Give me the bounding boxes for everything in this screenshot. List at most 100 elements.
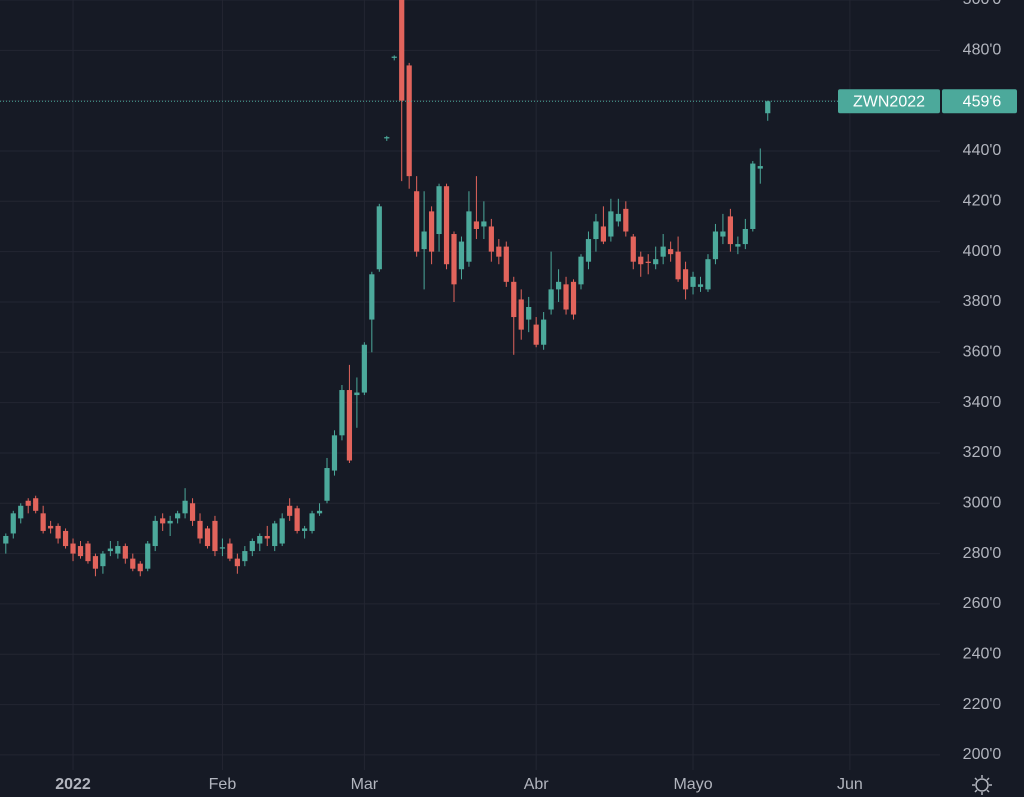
candle-body (145, 543, 151, 569)
y-tick-label: 200'0 (963, 746, 1002, 763)
y-tick-label: 400'0 (963, 243, 1002, 260)
candle-body (443, 186, 450, 265)
candle-body (234, 558, 240, 567)
candle-body (384, 137, 390, 139)
candle-body (361, 344, 367, 393)
symbol-label: ZWN2022 (853, 94, 925, 111)
candle-body (451, 234, 457, 285)
candle-body (720, 231, 726, 237)
candle-body (765, 101, 771, 114)
candle-body (287, 505, 293, 516)
candle-body (33, 498, 39, 511)
candle-body (488, 226, 494, 252)
candle-body (750, 163, 756, 229)
candle-body (458, 241, 465, 270)
candle-body (548, 289, 554, 310)
candle-body (212, 520, 218, 552)
candle-body (204, 528, 211, 547)
y-tick-label: 500'0 (963, 0, 1002, 8)
candle-body (414, 191, 420, 252)
settings-icon-rays (972, 775, 992, 795)
candle-body (690, 276, 696, 287)
candle-body (585, 239, 592, 262)
candle-body (115, 546, 121, 554)
candle-body (40, 513, 46, 531)
candle-body (473, 221, 480, 229)
y-tick-label: 340'0 (963, 394, 1002, 411)
settings-icon[interactable] (972, 775, 992, 795)
x-tick-label: Mayo (673, 776, 712, 793)
candle-body (623, 208, 629, 232)
candle-body (77, 546, 84, 557)
candle-body (436, 186, 442, 235)
candle-body (152, 520, 158, 547)
candle-body (712, 231, 719, 260)
y-tick-label: 300'0 (963, 494, 1002, 511)
overlay: ZWN2022 459'6 (0, 89, 1017, 114)
candle-body (735, 244, 741, 247)
candle-body (645, 261, 651, 263)
candle-body (578, 256, 584, 285)
candle-body (279, 518, 285, 544)
candle-body (369, 274, 375, 320)
candle-body (511, 281, 517, 318)
candle-body (137, 563, 143, 572)
candle-body (421, 231, 427, 250)
candle-body (555, 281, 562, 290)
candle-body (92, 556, 99, 569)
last-price-box (942, 89, 1017, 114)
y-tick-label: 240'0 (963, 645, 1002, 662)
y-tick-label: 380'0 (963, 293, 1002, 310)
candle-body (541, 319, 547, 345)
x-tick-label: Abr (524, 776, 550, 793)
candle-body (189, 503, 196, 521)
candle-body (316, 510, 323, 514)
candle-body (3, 535, 9, 544)
candle-body (219, 547, 226, 549)
candle-body (533, 324, 539, 345)
candle-body (757, 166, 763, 169)
candle-body (339, 390, 345, 436)
y-tick-label: 280'0 (963, 545, 1002, 562)
x-tick-label: Jun (837, 776, 863, 793)
candle-body (55, 525, 61, 539)
last-price-label: 459'6 (963, 94, 1002, 111)
candle-body (264, 535, 270, 539)
candle-body (518, 299, 524, 330)
candle-body (376, 206, 382, 270)
candle-body (608, 211, 614, 237)
candle-body (346, 390, 353, 461)
candle-body (197, 520, 203, 539)
candle-body (10, 513, 16, 534)
candle-body (18, 505, 24, 519)
candle-body (48, 525, 54, 529)
y-tick-label: 220'0 (963, 696, 1002, 713)
candle-body (354, 392, 360, 396)
candle-body (526, 306, 532, 320)
candle-body (600, 226, 606, 242)
grid: 200'0 220'0 240'0 260'0 280'0 300'0 320'0 340'0… (0, 0, 1001, 793)
y-tick-label: 360'0 (963, 344, 1002, 361)
candle-body (630, 236, 636, 262)
x-tick-label: Feb (209, 776, 237, 793)
settings-icon-ring (975, 778, 989, 792)
candle-body (62, 530, 69, 547)
candle-body (302, 528, 308, 531)
candle-body (130, 558, 136, 569)
candle-body (122, 546, 128, 559)
candle-body (742, 228, 748, 245)
candle-body (175, 513, 181, 519)
candle-body (167, 520, 173, 524)
candle-body (294, 508, 300, 531)
candle-body (503, 246, 509, 282)
candle-body (399, 0, 405, 101)
symbol-label-box (838, 89, 940, 114)
candle-body (249, 541, 255, 552)
candle-body (570, 281, 577, 315)
candle-body (615, 213, 621, 222)
candle-body (675, 251, 681, 280)
candle-body (85, 543, 91, 562)
y-tick-label: 420'0 (963, 193, 1002, 210)
